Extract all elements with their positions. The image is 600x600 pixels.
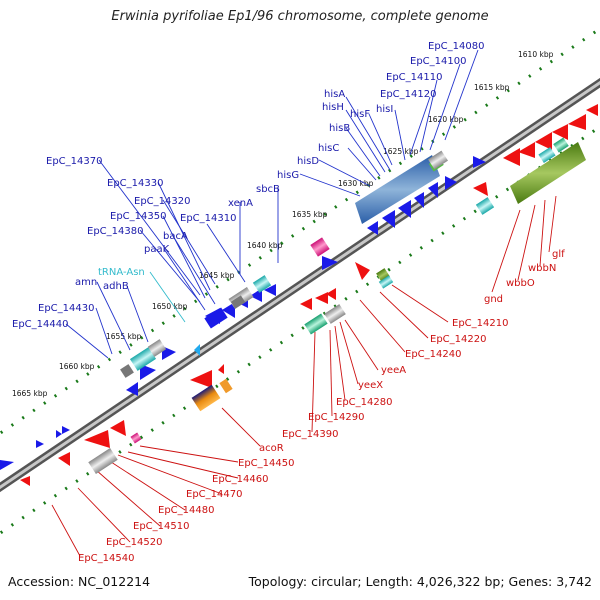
tick-label: 1620 kbp xyxy=(428,115,464,124)
tick-labels: 1610 kbp 1615 kbp 1620 kbp 1625 kbp 1630 kbp… xyxy=(12,50,554,398)
tick-label: 1660 kbp xyxy=(59,362,95,371)
gene-label-epc-14370: EpC_14370 xyxy=(46,156,102,167)
gene-label-epc-14210: EpC_14210 xyxy=(452,318,508,329)
gene-label-paaK: paaK xyxy=(144,244,170,255)
gene-label-epc-14100: EpC_14100 xyxy=(410,56,466,67)
tick-label: 1650 kbp xyxy=(152,302,188,311)
gene-label-wbbO: wbbO xyxy=(506,278,535,289)
tick-label: 1665 kbp xyxy=(12,389,48,398)
gene-label-sbcB: sbcB xyxy=(256,184,280,195)
tick-label: 1640 kbp xyxy=(247,241,283,250)
reverse-leaders xyxy=(51,195,557,557)
gene-label-epc-14520: EpC_14520 xyxy=(106,537,162,548)
tick-rows xyxy=(0,26,600,536)
gene-label-bacA: bacA xyxy=(163,231,188,242)
gene-label-epc-14390: EpC_14390 xyxy=(282,429,338,440)
gene-features xyxy=(0,104,598,486)
gene-label-epc-14380: EpC_14380 xyxy=(87,226,143,237)
gene-label-trna-asn: tRNA-Asn xyxy=(98,267,145,278)
gene-label-epc-14480: EpC_14480 xyxy=(158,505,214,516)
green-block xyxy=(510,142,586,204)
map-title: Erwinia pyrifoliae Ep1/96 chromosome, co… xyxy=(111,9,489,24)
gene-label-hisC: hisC xyxy=(318,143,339,154)
gene-label-epc-14460: EpC_14460 xyxy=(212,474,268,485)
gene-label-epc-14540: EpC_14540 xyxy=(78,553,134,564)
gene-label-acoR: acoR xyxy=(259,443,284,454)
tick-label: 1645 kbp xyxy=(199,271,235,280)
tick-label: 1630 kbp xyxy=(338,179,374,188)
gene-label-epc-14080: EpC_14080 xyxy=(428,41,484,52)
gene-label-epc-14350: EpC_14350 xyxy=(110,211,166,222)
gene-label-epc-14440: EpC_14440 xyxy=(12,319,68,330)
forward-gene-labels: EpC_14080 EpC_14100 EpC_14110 EpC_14120 … xyxy=(12,41,484,330)
accession-label: Accession: NC_012214 xyxy=(8,574,151,589)
gene-label-epc-14110: EpC_14110 xyxy=(386,72,442,83)
gene-label-epc-14430: EpC_14430 xyxy=(38,303,94,314)
gene-label-epc-14450: EpC_14450 xyxy=(238,458,294,469)
chromosome-backbone xyxy=(0,77,600,493)
gene-label-epc-14290: EpC_14290 xyxy=(308,412,364,423)
gene-label-epc-14280: EpC_14280 xyxy=(336,397,392,408)
forward-leaders xyxy=(65,49,479,359)
gene-label-amn: amn xyxy=(75,277,97,288)
gene-label-hisI: hisI xyxy=(376,104,393,115)
gene-label-epc-14120: EpC_14120 xyxy=(380,89,436,100)
reverse-gene-labels: glf wbbN wbbO gnd EpC_14210 EpC_14220 Ep… xyxy=(78,249,565,564)
tick-label: 1610 kbp xyxy=(518,50,554,59)
gene-label-epc-14470: EpC_14470 xyxy=(186,489,242,500)
gene-label-glf: glf xyxy=(552,249,565,260)
gene-label-yeeX: yeeX xyxy=(358,380,383,391)
tick-label: 1635 kbp xyxy=(292,210,328,219)
gene-label-hisH: hisH xyxy=(322,102,344,113)
gene-label-wbbN: wbbN xyxy=(528,263,556,274)
genome-summary: Topology: circular; Length: 4,026,322 bp… xyxy=(248,574,592,589)
gene-label-hisB: hisB xyxy=(329,123,350,134)
gene-label-hisD: hisD xyxy=(297,156,319,167)
gene-label-epc-14320: EpC_14320 xyxy=(134,196,190,207)
gene-label-epc-14330: EpC_14330 xyxy=(107,178,163,189)
tick-label: 1625 kbp xyxy=(383,147,419,156)
gene-label-epc-14220: EpC_14220 xyxy=(430,334,486,345)
gene-label-epc-14310: EpC_14310 xyxy=(180,213,236,224)
gene-label-yeeA: yeeA xyxy=(381,365,406,376)
gene-label-hisF: hisF xyxy=(350,109,370,120)
gene-label-gnd: gnd xyxy=(484,294,503,305)
gene-label-xenA: xenA xyxy=(228,198,253,209)
gene-label-hisG: hisG xyxy=(277,170,299,181)
gene-label-epc-14510: EpC_14510 xyxy=(133,521,189,532)
tick-label: 1615 kbp xyxy=(474,83,510,92)
his-operon-block xyxy=(355,155,440,224)
gene-label-epc-14240: EpC_14240 xyxy=(405,349,461,360)
gene-label-hisA: hisA xyxy=(324,89,345,100)
gene-label-adhB: adhB xyxy=(103,281,129,292)
